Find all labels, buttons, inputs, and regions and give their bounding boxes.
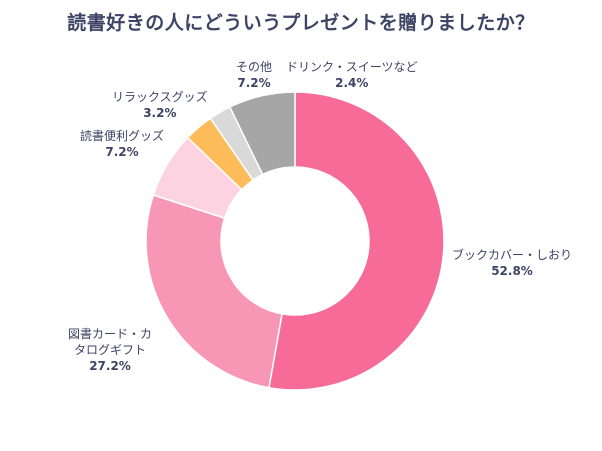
chart-title: 読書好きの人にどういうプレゼントを贈りましたか？: [67, 12, 535, 34]
label-other: その他 7.2%: [236, 60, 273, 90]
donut-slice-0: [268, 91, 445, 391]
label-book-card: 図書カード・カ タログギフト 27.2%: [68, 327, 153, 373]
label-relax-goods: リラックスグッズ 3.2%: [112, 90, 208, 120]
label-drink-sweets: ドリンク・スイーツなど 2.4%: [286, 60, 418, 90]
label-reading-goods: 読書便利グッズ 7.2%: [80, 129, 165, 159]
donut-slice-1: [145, 194, 283, 389]
donut-slice-5: [228, 91, 296, 176]
label-book-cover: ブックカバー・しおり 52.8%: [452, 248, 573, 278]
